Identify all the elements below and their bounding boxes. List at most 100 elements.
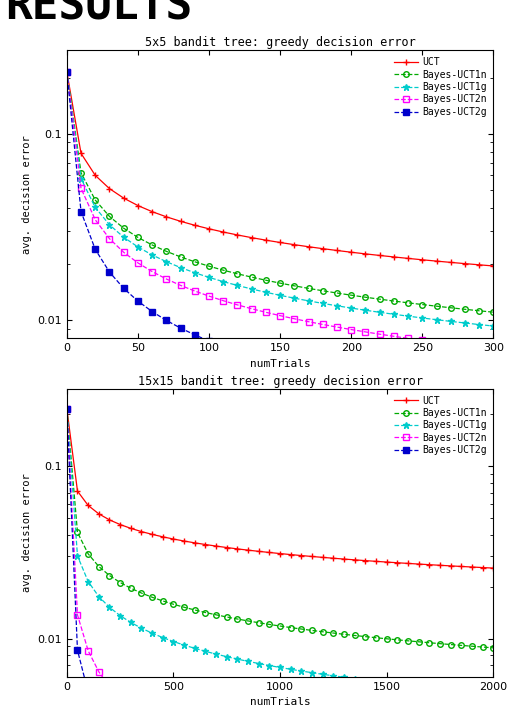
Line: UCT: UCT xyxy=(64,69,496,269)
Bayes-UCT1g xyxy=(106,220,113,229)
Bayes-UCT1n xyxy=(427,639,433,647)
Bayes-UCT1g xyxy=(458,686,465,695)
UCT xyxy=(305,243,311,251)
UCT xyxy=(480,563,486,572)
Bayes-UCT1g xyxy=(373,677,379,685)
Title: 5x5 bandit tree: greedy decision error: 5x5 bandit tree: greedy decision error xyxy=(145,36,415,49)
UCT xyxy=(320,244,326,253)
Bayes-UCT1n xyxy=(135,233,141,242)
Bayes-UCT1g xyxy=(277,291,283,300)
UCT xyxy=(394,559,400,567)
Bayes-UCT1g xyxy=(433,315,439,324)
Text: RESULTS: RESULTS xyxy=(5,0,192,29)
Bayes-UCT2n xyxy=(106,683,113,691)
Bayes-UCT1g xyxy=(291,294,298,302)
UCT xyxy=(117,521,123,529)
Bayes-UCT2g xyxy=(135,297,141,305)
Bayes-UCT1g xyxy=(362,306,369,315)
Bayes-UCT2g xyxy=(277,360,283,369)
Bayes-UCT1n xyxy=(106,571,113,580)
UCT xyxy=(213,541,219,550)
Bayes-UCT1n xyxy=(448,640,454,649)
UCT xyxy=(433,257,439,266)
Bayes-UCT1n xyxy=(362,293,369,302)
Bayes-UCT1g xyxy=(341,673,347,682)
Bayes-UCT1n xyxy=(405,299,411,307)
Bayes-UCT1n xyxy=(476,307,482,315)
Bayes-UCT2n xyxy=(78,184,84,193)
UCT xyxy=(234,544,241,553)
Bayes-UCT2n xyxy=(177,281,183,289)
UCT xyxy=(121,194,127,202)
UCT xyxy=(163,212,170,221)
Bayes-UCT1g xyxy=(448,317,454,325)
Bayes-UCT1n xyxy=(224,613,230,621)
Bayes-UCT1n xyxy=(181,603,187,611)
Bayes-UCT2n xyxy=(64,404,70,413)
Bayes-UCT2n xyxy=(106,235,113,243)
UCT xyxy=(203,540,209,549)
Bayes-UCT2g xyxy=(305,367,311,376)
Bayes-UCT2g xyxy=(476,398,482,407)
Y-axis label: avg. decision error: avg. decision error xyxy=(22,474,32,592)
Line: Bayes-UCT1g: Bayes-UCT1g xyxy=(63,405,497,697)
Bayes-UCT2n xyxy=(433,338,439,346)
Bayes-UCT1g xyxy=(377,308,383,317)
UCT xyxy=(277,238,283,247)
Bayes-UCT1g xyxy=(203,647,209,656)
Bayes-UCT1n xyxy=(377,295,383,304)
UCT xyxy=(263,236,269,245)
Bayes-UCT1g xyxy=(277,663,283,672)
Bayes-UCT1g xyxy=(192,269,198,277)
UCT xyxy=(362,250,369,258)
Bayes-UCT1n xyxy=(277,622,283,631)
Bayes-UCT2n xyxy=(128,703,134,712)
Bayes-UCT2g xyxy=(249,352,255,361)
UCT xyxy=(331,554,337,562)
Bayes-UCT1n xyxy=(305,284,311,293)
Bayes-UCT1g xyxy=(96,593,102,601)
Bayes-UCT1g xyxy=(352,675,358,683)
Bayes-UCT1g xyxy=(117,611,123,620)
Bayes-UCT2n xyxy=(277,311,283,320)
UCT xyxy=(206,225,212,233)
Bayes-UCT1n xyxy=(256,618,262,627)
UCT xyxy=(96,510,102,518)
Bayes-UCT1g xyxy=(362,676,369,685)
Bayes-UCT1n xyxy=(245,616,251,625)
Bayes-UCT1g xyxy=(427,683,433,692)
UCT xyxy=(291,240,298,249)
Bayes-UCT1n xyxy=(334,289,340,297)
Bayes-UCT1g xyxy=(85,577,91,586)
UCT xyxy=(341,554,347,563)
Bayes-UCT1g xyxy=(121,233,127,242)
UCT xyxy=(476,261,482,269)
Bayes-UCT1g xyxy=(160,634,166,642)
UCT xyxy=(171,535,177,544)
UCT xyxy=(348,248,354,256)
Bayes-UCT2n xyxy=(138,712,144,720)
Bayes-UCT1n xyxy=(458,641,465,649)
Bayes-UCT1n xyxy=(448,303,454,312)
Bayes-UCT1n xyxy=(106,212,113,221)
Bayes-UCT1g xyxy=(149,629,155,637)
Bayes-UCT1n xyxy=(121,224,127,233)
Bayes-UCT1n xyxy=(373,634,379,642)
Bayes-UCT1n xyxy=(331,629,337,637)
Bayes-UCT1g xyxy=(249,284,255,293)
Bayes-UCT1g xyxy=(448,685,454,694)
Bayes-UCT1g xyxy=(348,304,354,312)
X-axis label: numTrials: numTrials xyxy=(250,697,310,707)
Bayes-UCT2n xyxy=(263,308,269,317)
Bayes-UCT1g xyxy=(206,273,212,282)
Bayes-UCT2g xyxy=(106,268,113,276)
Bayes-UCT2n xyxy=(391,332,397,341)
UCT xyxy=(249,233,255,242)
Bayes-UCT2n xyxy=(419,336,426,345)
Bayes-UCT1n xyxy=(192,258,198,266)
Bayes-UCT1n xyxy=(320,627,326,636)
Bayes-UCT1g xyxy=(128,618,134,627)
Bayes-UCT2g xyxy=(96,713,102,720)
Bayes-UCT1g xyxy=(163,257,170,266)
Bayes-UCT1g xyxy=(177,264,183,272)
